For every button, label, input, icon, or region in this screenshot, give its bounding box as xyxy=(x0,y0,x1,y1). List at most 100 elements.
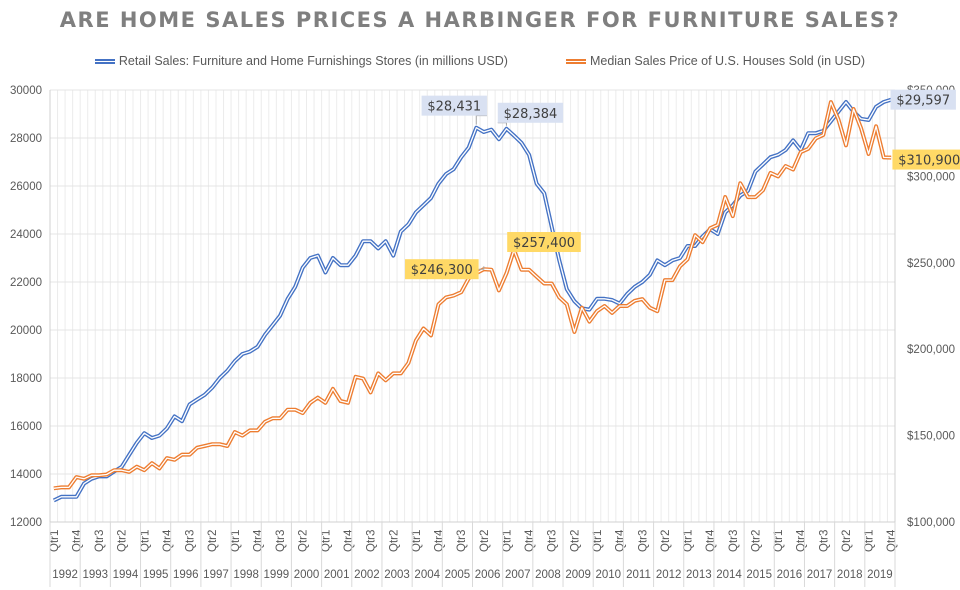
data-point xyxy=(723,195,728,200)
y-right-tick-label: $300,000 xyxy=(907,171,955,183)
y-left-tick-label: 22000 xyxy=(10,277,42,289)
x-quarter-tick-label: Qtr4 xyxy=(343,529,355,552)
data-point xyxy=(308,400,313,405)
data-point xyxy=(346,263,351,268)
data-point xyxy=(240,352,245,357)
data-point xyxy=(549,281,554,286)
data-point xyxy=(534,274,539,279)
x-quarter-tick-label: Qtr4 xyxy=(434,529,446,552)
data-point xyxy=(474,125,479,130)
data-point xyxy=(610,298,615,303)
data-point xyxy=(330,386,335,391)
data-point xyxy=(700,240,705,245)
data-point xyxy=(383,239,388,244)
data-point xyxy=(338,263,343,268)
x-quarter-tick-label: Qtr2 xyxy=(117,530,129,552)
data-point xyxy=(670,278,675,283)
x-quarter-tick-label: Qtr2 xyxy=(298,530,310,552)
data-point xyxy=(255,428,260,433)
x-year-label: 1999 xyxy=(264,569,290,581)
data-point xyxy=(489,127,494,132)
data-point xyxy=(708,226,713,231)
data-point xyxy=(217,442,222,447)
x-quarter-tick-label: Qtr1 xyxy=(411,530,423,552)
data-point xyxy=(768,155,773,160)
data-point xyxy=(738,181,743,186)
data-label-box xyxy=(892,149,960,170)
x-year-label: 2016 xyxy=(777,569,803,581)
data-point xyxy=(134,440,139,445)
data-point xyxy=(504,271,509,276)
data-point xyxy=(564,287,569,292)
data-point xyxy=(195,397,200,402)
data-point xyxy=(806,131,811,136)
data-point xyxy=(557,295,562,300)
data-point xyxy=(572,329,577,334)
data-label-leader-line xyxy=(497,122,507,126)
data-point xyxy=(527,267,532,272)
y-left-tick-label: 14000 xyxy=(10,469,42,481)
data-point xyxy=(413,210,418,215)
x-quarter-tick-label: Qtr2 xyxy=(569,530,581,552)
data-point xyxy=(285,407,290,412)
data-point xyxy=(217,376,222,381)
data-point xyxy=(640,297,645,302)
data-point xyxy=(587,307,592,312)
x-year-label: 2019 xyxy=(867,569,893,581)
data-point xyxy=(112,468,117,473)
x-quarter-tick-label: Qtr1 xyxy=(592,530,604,552)
data-point xyxy=(511,133,516,138)
data-point xyxy=(66,485,71,490)
data-point xyxy=(813,136,818,141)
data-point xyxy=(278,416,283,421)
data-point xyxy=(843,100,848,105)
legend-item-median-price: Median Sales Price of U.S. Houses Sold (… xyxy=(565,54,865,68)
data-point xyxy=(549,224,554,229)
data-point xyxy=(791,138,796,143)
x-quarter-tick-label: Qtr2 xyxy=(388,530,400,552)
data-point xyxy=(270,323,275,328)
y-right-tick-label: $100,000 xyxy=(907,517,955,529)
data-point xyxy=(813,131,818,136)
data-point xyxy=(828,119,833,124)
x-year-label: 2011 xyxy=(626,569,651,581)
data-point xyxy=(398,371,403,376)
y-right-tick-label: $200,000 xyxy=(907,344,955,356)
x-quarter-tick-label: Qtr3 xyxy=(456,530,468,552)
data-point xyxy=(451,167,456,172)
data-point xyxy=(647,305,652,310)
data-point xyxy=(247,349,252,354)
data-point xyxy=(142,468,147,473)
legend: Retail Sales: Furniture and Home Furnish… xyxy=(0,54,960,68)
legend-swatch-blue-icon xyxy=(94,58,115,64)
y-left-tick-label: 30000 xyxy=(10,85,42,97)
x-year-label: 1998 xyxy=(233,569,259,581)
data-point xyxy=(557,258,562,263)
data-point xyxy=(391,371,396,376)
data-point xyxy=(730,214,735,219)
y-left-tick-label: 12000 xyxy=(10,517,42,529)
data-point xyxy=(776,174,781,179)
data-point xyxy=(753,169,758,174)
data-point xyxy=(338,399,343,404)
x-year-label: 2004 xyxy=(414,569,440,581)
data-point xyxy=(489,267,494,272)
x-year-label: 1992 xyxy=(52,569,78,581)
data-point xyxy=(594,296,599,301)
data-point xyxy=(783,148,788,153)
data-point xyxy=(210,442,215,447)
data-point xyxy=(81,481,86,486)
data-point xyxy=(632,298,637,303)
data-point xyxy=(127,469,132,474)
data-point xyxy=(383,378,388,383)
data-point xyxy=(496,137,501,142)
data-point xyxy=(685,257,690,262)
x-quarter-tick-label: Qtr1 xyxy=(683,530,695,552)
x-year-label: 2017 xyxy=(807,569,833,581)
data-point xyxy=(172,457,177,462)
data-point xyxy=(806,146,811,151)
data-point xyxy=(594,309,599,314)
data-label: $257,400 xyxy=(513,236,575,251)
data-label-box xyxy=(421,95,487,116)
data-point xyxy=(285,296,290,301)
